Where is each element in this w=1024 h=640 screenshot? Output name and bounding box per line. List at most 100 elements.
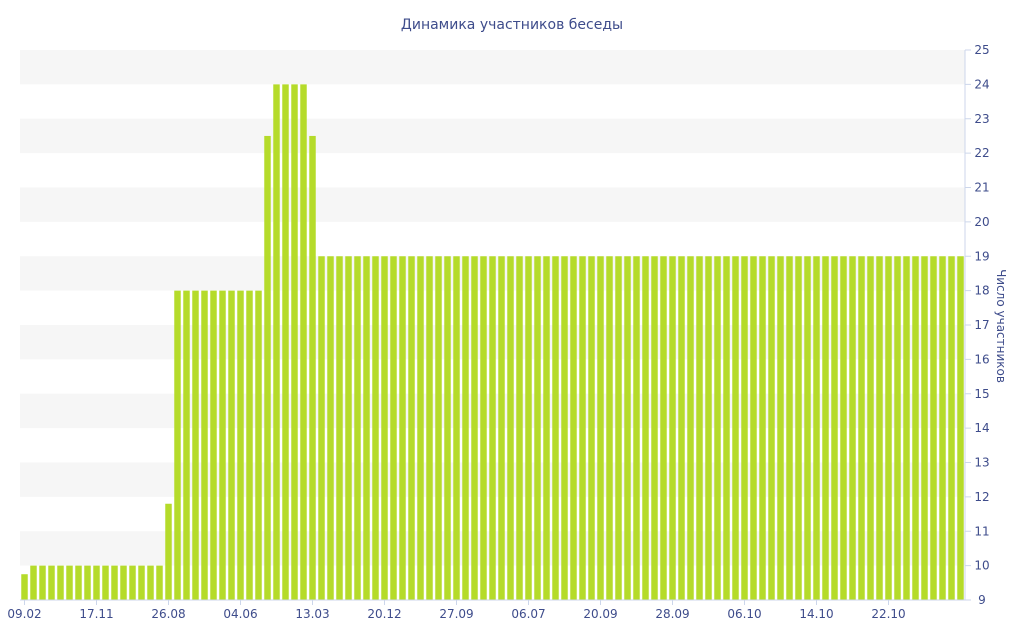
bar: [957, 256, 964, 600]
bar: [831, 256, 838, 600]
bar: [120, 565, 127, 601]
bar: [237, 290, 244, 601]
bar: [696, 256, 703, 600]
bar: [102, 565, 109, 601]
bar: [30, 565, 37, 601]
bar: [462, 256, 469, 600]
bar: [795, 256, 802, 600]
bar: [912, 256, 919, 600]
bar: [489, 256, 496, 600]
bar: [687, 256, 694, 600]
y-tick-label: 11: [974, 524, 989, 538]
bar: [84, 565, 91, 601]
bar: [741, 256, 748, 600]
bar: [39, 565, 46, 601]
bar: [444, 256, 451, 600]
bar: [759, 256, 766, 600]
bar: [156, 565, 163, 601]
bar: [588, 256, 595, 600]
x-tick-label: 22.10: [871, 607, 905, 621]
y-tick-label: 15: [974, 387, 989, 401]
bar: [903, 256, 910, 600]
y-tick-label: 18: [974, 284, 989, 298]
bar: [147, 565, 154, 601]
bar: [165, 503, 172, 600]
bar: [57, 565, 64, 601]
bar: [705, 256, 712, 600]
bar: [174, 290, 181, 601]
bar: [867, 256, 874, 600]
bar: [264, 135, 271, 600]
bar: [921, 256, 928, 600]
bar: [210, 290, 217, 601]
bar: [678, 256, 685, 600]
bar: [660, 256, 667, 600]
bar: [21, 574, 28, 600]
bar: [309, 135, 316, 600]
bar: [138, 565, 145, 601]
x-tick-label: 06.07: [511, 607, 545, 621]
bar: [201, 290, 208, 601]
grid-band: [20, 187, 965, 222]
bar: [228, 290, 235, 601]
bar: [417, 256, 424, 600]
bar: [777, 256, 784, 600]
bar: [714, 256, 721, 600]
bar: [345, 256, 352, 600]
bar: [840, 256, 847, 600]
bar: [426, 256, 433, 600]
bar: [732, 256, 739, 600]
bar: [336, 256, 343, 600]
y-axis: 9 10 11 12 13 14 15 16 17 18 19 20 21 22 23 24 25: [964, 43, 990, 607]
bar: [435, 256, 442, 600]
y-tick-label: 14: [974, 421, 989, 435]
x-tick-label: 06.10: [727, 607, 761, 621]
x-tick-label: 26.08: [151, 607, 185, 621]
bar: [507, 256, 514, 600]
bar: [723, 256, 730, 600]
bar: [786, 256, 793, 600]
bar: [408, 256, 415, 600]
bar: [480, 256, 487, 600]
bar: [624, 256, 631, 600]
bar: [948, 256, 955, 600]
bar: [534, 256, 541, 600]
bar: [516, 256, 523, 600]
chart-title: Динамика участников беседы: [401, 17, 623, 33]
bar: [858, 256, 865, 600]
bar: [822, 256, 829, 600]
x-tick-label: 04.06: [223, 607, 257, 621]
y-tick-label: 24: [974, 77, 989, 91]
bar: [471, 256, 478, 600]
x-axis: 09.02 17.11 26.08 04.06 13.03 20.12 27.09 06.07…: [7, 600, 906, 621]
x-tick-label: 20.12: [367, 607, 401, 621]
y-tick-label: 12: [974, 490, 989, 504]
bar: [111, 565, 118, 601]
x-tick-label: 20.09: [583, 607, 617, 621]
y-tick-label: 13: [974, 456, 989, 470]
bar: [363, 256, 370, 600]
x-tick-label: 27.09: [439, 607, 473, 621]
bar: [939, 256, 946, 600]
bar: [768, 256, 775, 600]
bar: [633, 256, 640, 600]
bar: [453, 256, 460, 600]
bar: [876, 256, 883, 600]
bar: [552, 256, 559, 600]
bar: [561, 256, 568, 600]
bar: [291, 84, 298, 601]
bar: [498, 256, 505, 600]
grid-band: [20, 118, 965, 154]
bar: [894, 256, 901, 600]
x-tick-label: 14.10: [799, 607, 833, 621]
grid-band: [20, 50, 965, 85]
y-tick-label: 19: [974, 249, 989, 263]
x-tick-label: 28.09: [655, 607, 689, 621]
bar: [66, 565, 73, 601]
bar: [525, 256, 532, 600]
bar: [192, 290, 199, 601]
bar: [399, 256, 406, 600]
bar: [615, 256, 622, 600]
bar: [219, 290, 226, 601]
